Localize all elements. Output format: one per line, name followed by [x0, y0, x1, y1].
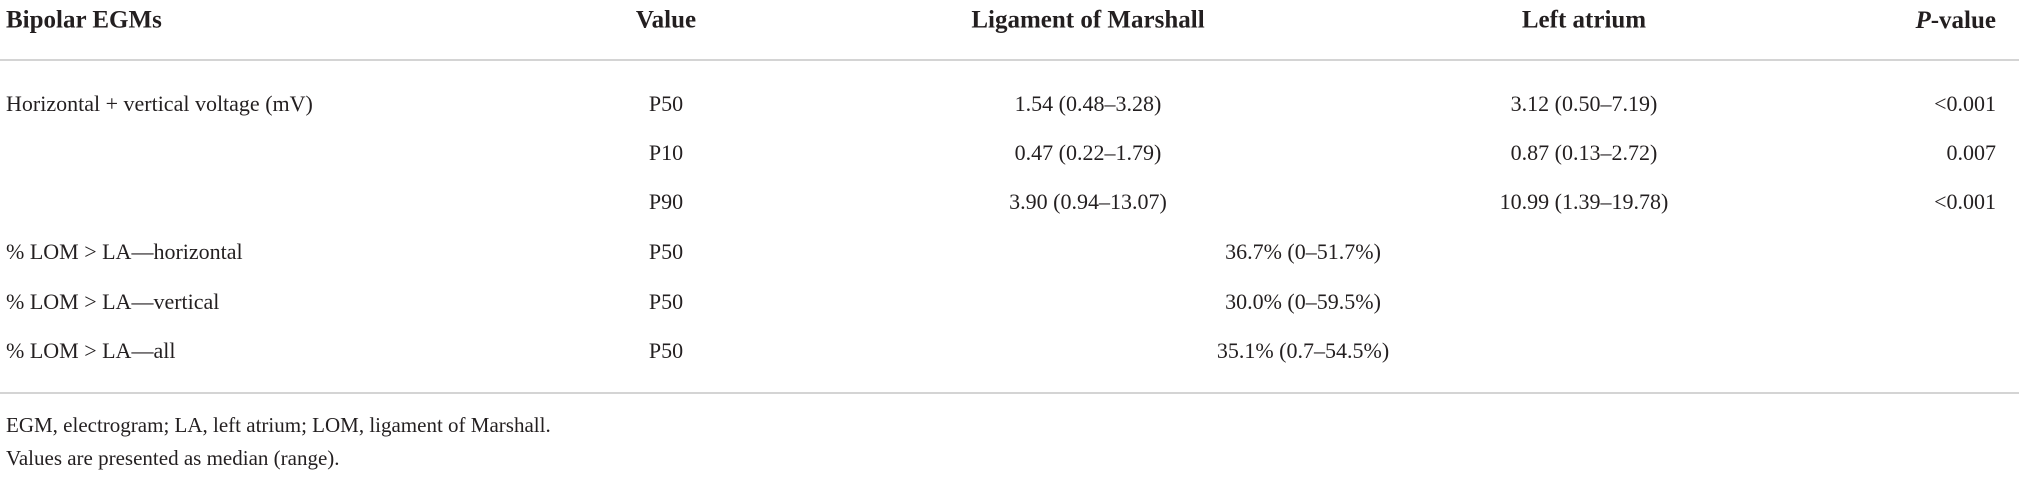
cell-lom: 3.90 (0.94–13.07) — [1009, 189, 1167, 214]
column-header: Bipolar EGMs — [6, 7, 162, 34]
cell-value: P50 — [649, 91, 683, 116]
row-label: % LOM > LA—all — [6, 338, 175, 363]
row-label: % LOM > LA—vertical — [6, 289, 219, 314]
cell-combined: 30.0% (0–59.5%) — [1225, 289, 1381, 314]
cell-value: P50 — [649, 289, 683, 314]
cell-lom: 0.47 (0.22–1.79) — [1015, 140, 1162, 165]
cell-p: <0.001 — [1934, 91, 1996, 116]
footnote: Values are presented as median (range). — [6, 446, 340, 470]
row-label: Horizontal + vertical voltage (mV) — [6, 91, 313, 116]
cell-combined: 36.7% (0–51.7%) — [1225, 239, 1381, 264]
cell-value: P90 — [649, 189, 683, 214]
cell-value: P50 — [649, 239, 683, 264]
column-header: Value — [636, 7, 696, 34]
cell-la: 0.87 (0.13–2.72) — [1511, 140, 1658, 165]
cell-p: <0.001 — [1934, 189, 1996, 214]
cell-la: 3.12 (0.50–7.19) — [1511, 91, 1658, 116]
header-part: -value — [1931, 7, 1996, 34]
column-header: Left atrium — [1522, 7, 1646, 34]
cell-value: P10 — [649, 140, 683, 165]
row-label: % LOM > LA—horizontal — [6, 239, 243, 264]
footnote: EGM, electrogram; LA, left atrium; LOM, … — [6, 413, 551, 437]
cell-p: 0.007 — [1947, 140, 1997, 165]
column-header: P-value — [1914, 7, 1996, 34]
cell-la: 10.99 (1.39–19.78) — [1500, 189, 1669, 214]
cell-lom: 1.54 (0.48–3.28) — [1015, 91, 1162, 116]
italic-part: P — [1914, 7, 1931, 34]
cell-combined: 35.1% (0.7–54.5%) — [1217, 338, 1389, 363]
column-header: Ligament of Marshall — [971, 7, 1204, 34]
cell-value: P50 — [649, 338, 683, 363]
